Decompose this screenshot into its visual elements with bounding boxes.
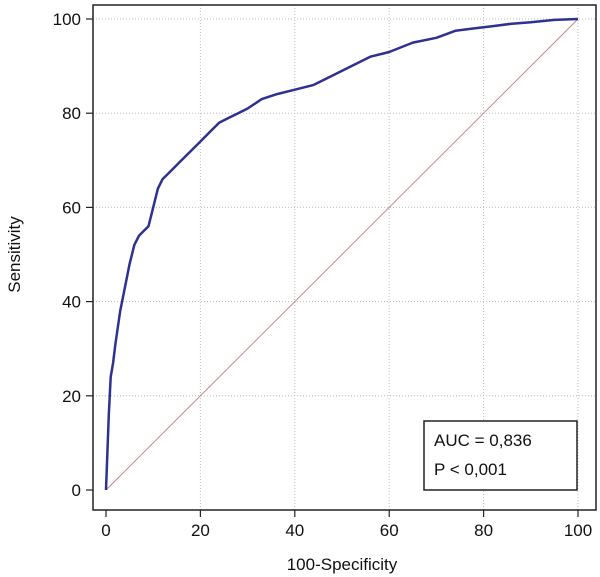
x-tick-label: 40 [285,521,304,540]
roc-curve-line [104,17,579,491]
x-tick-label: 80 [474,521,493,540]
x-tick-label: 20 [191,521,210,540]
y-tick-label: 80 [62,104,81,123]
y-tick-label: 0 [72,481,81,500]
auc-annotation-box: AUC = 0,836 P < 0,001 [423,420,578,491]
annotation-box-border [423,420,578,491]
y-tick-label: 40 [62,293,81,312]
axis-ticks: 0 20 40 60 80 100 0 20 40 60 80 100 [53,10,593,540]
reference-diagonal-line [105,18,579,491]
y-tick-label: 60 [62,198,81,217]
y-tick-label: 100 [53,10,81,29]
auc-value-label: AUC = 0,836 [434,431,532,450]
x-tick-label: 60 [380,521,399,540]
x-axis-title: 100-Specificity [287,555,398,574]
p-value-label: P < 0,001 [434,460,507,479]
x-tick-label: 100 [564,521,592,540]
x-tick-label: 0 [101,521,110,540]
y-axis-title: Sensitivity [5,216,24,293]
plot-frame [92,4,597,511]
y-tick-label: 20 [62,387,81,406]
